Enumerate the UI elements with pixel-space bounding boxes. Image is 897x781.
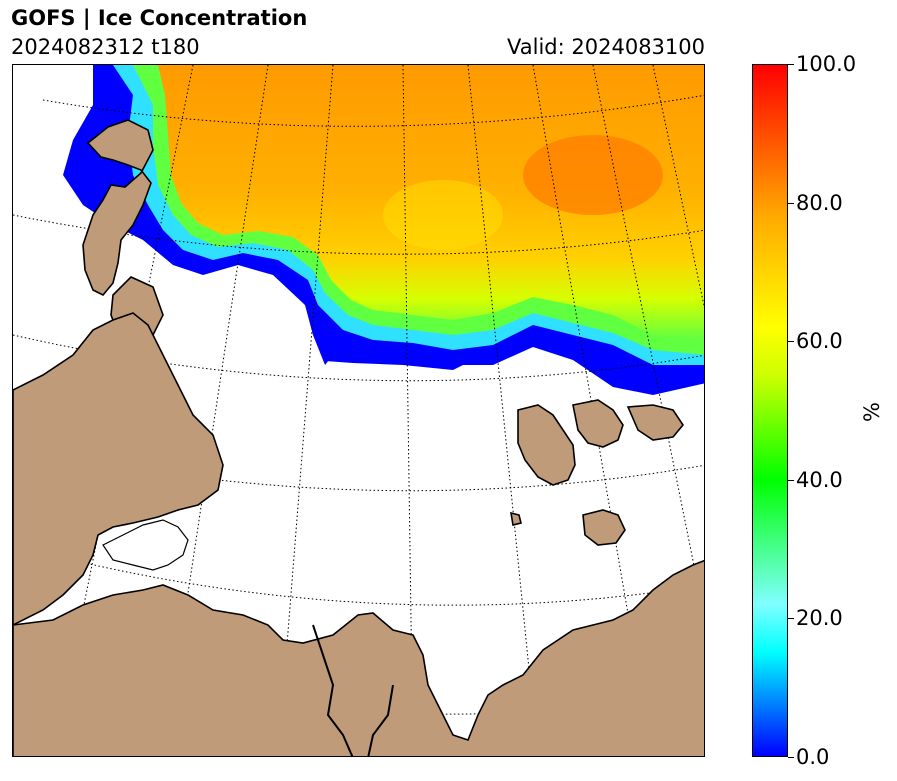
run-label: 2024082312 t180	[11, 35, 200, 59]
colorbar-tick	[788, 480, 794, 481]
colorbar-tick	[788, 64, 794, 65]
ice-core-red	[523, 135, 663, 215]
map-svg	[13, 65, 704, 756]
land	[13, 119, 704, 756]
colorbar	[752, 64, 788, 757]
map-panel	[12, 64, 705, 757]
land-novaya-zemlya-south	[517, 404, 576, 486]
colorbar-label: 80.0	[796, 191, 843, 215]
colorbar-tick	[788, 341, 794, 342]
land-svalbard-north	[82, 119, 154, 296]
colorbar-tick	[788, 203, 794, 204]
valid-label: Valid: 2024083100	[507, 35, 705, 59]
colorbar-tick	[788, 757, 794, 758]
land-island-east	[626, 404, 684, 441]
page-title: GOFS | Ice Concentration	[11, 6, 308, 30]
river	[312, 624, 354, 756]
land-scandinavia	[13, 312, 224, 626]
colorbar-label: 60.0	[796, 329, 843, 353]
river-east	[367, 684, 394, 756]
land-island-small	[510, 511, 522, 526]
land-kolguyev	[582, 509, 626, 546]
colorbar-tick	[788, 618, 794, 619]
ice-strip-left	[323, 345, 473, 370]
colorbar-label: 100.0	[796, 52, 857, 76]
white-sea	[102, 519, 189, 571]
colorbar-label: 20.0	[796, 606, 843, 630]
colorbar-unit: %	[859, 402, 884, 422]
land-novaya-zemlya-east	[572, 399, 624, 448]
colorbar-label: 40.0	[796, 468, 843, 492]
ice-patch-yellow	[383, 180, 503, 250]
colorbar-label: 0.0	[796, 745, 830, 769]
land-russia-mainland	[13, 559, 704, 756]
